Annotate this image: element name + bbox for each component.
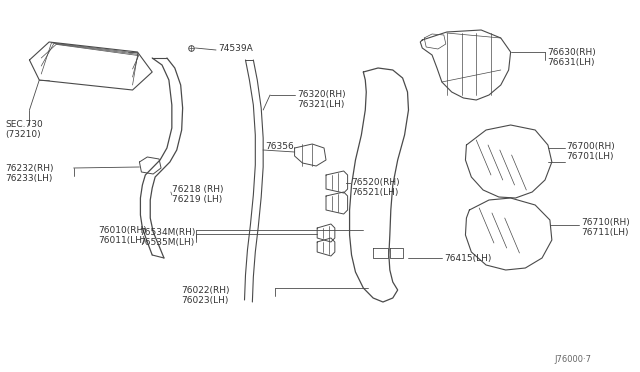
Text: 76010(RH): 76010(RH) <box>98 226 147 235</box>
Text: 76011(LH): 76011(LH) <box>98 236 146 245</box>
Text: 76631(LH): 76631(LH) <box>547 58 595 67</box>
Text: 76232(RH): 76232(RH) <box>5 164 53 173</box>
Text: 76711(LH): 76711(LH) <box>581 228 629 237</box>
Text: 76218 (RH): 76218 (RH) <box>172 185 223 194</box>
Text: 76521(LH): 76521(LH) <box>351 188 399 197</box>
Text: 76233(LH): 76233(LH) <box>5 174 52 183</box>
Text: 76356: 76356 <box>265 142 294 151</box>
Text: J76000·7: J76000·7 <box>555 355 592 364</box>
Text: 76534M(RH): 76534M(RH) <box>140 228 196 237</box>
Text: 76023(LH): 76023(LH) <box>182 296 229 305</box>
Text: 74539A: 74539A <box>218 44 253 52</box>
Text: 76320(RH): 76320(RH) <box>298 90 346 99</box>
Text: 76700(RH): 76700(RH) <box>566 142 615 151</box>
Text: (73210): (73210) <box>5 130 40 139</box>
Text: 76701(LH): 76701(LH) <box>566 152 614 161</box>
Text: 76219 (LH): 76219 (LH) <box>172 195 222 204</box>
Text: 76321(LH): 76321(LH) <box>298 100 345 109</box>
Text: SEC.730: SEC.730 <box>5 120 43 129</box>
Text: 76520(RH): 76520(RH) <box>351 178 400 187</box>
Text: 76535M(LH): 76535M(LH) <box>140 238 195 247</box>
Text: 76022(RH): 76022(RH) <box>182 286 230 295</box>
Text: 76630(RH): 76630(RH) <box>547 48 596 57</box>
Text: 76415(LH): 76415(LH) <box>444 254 492 263</box>
Text: 76710(RH): 76710(RH) <box>581 218 630 227</box>
